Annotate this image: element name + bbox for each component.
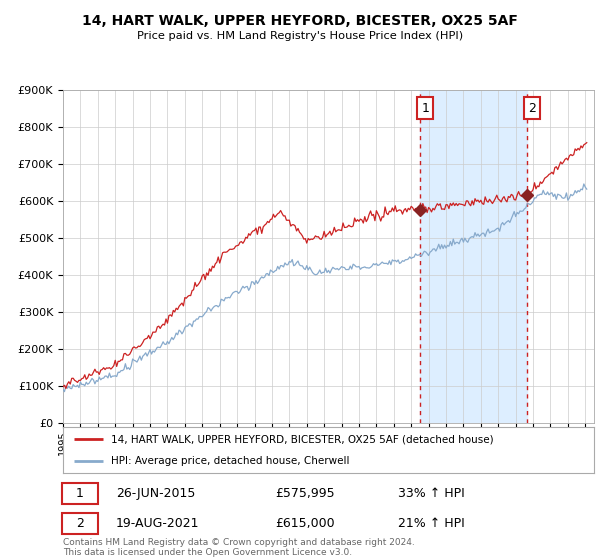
FancyBboxPatch shape xyxy=(62,514,98,534)
Text: 33% ↑ HPI: 33% ↑ HPI xyxy=(398,487,464,500)
Text: 19-AUG-2021: 19-AUG-2021 xyxy=(116,517,200,530)
Text: Contains HM Land Registry data © Crown copyright and database right 2024.
This d: Contains HM Land Registry data © Crown c… xyxy=(63,538,415,557)
Text: 1: 1 xyxy=(76,487,84,500)
Text: 21% ↑ HPI: 21% ↑ HPI xyxy=(398,517,464,530)
Text: 14, HART WALK, UPPER HEYFORD, BICESTER, OX25 5AF (detached house): 14, HART WALK, UPPER HEYFORD, BICESTER, … xyxy=(111,434,493,444)
Text: 2: 2 xyxy=(528,101,536,115)
Bar xyxy=(420,90,527,423)
FancyBboxPatch shape xyxy=(62,483,98,503)
Text: 2: 2 xyxy=(76,517,84,530)
Text: £575,995: £575,995 xyxy=(275,487,335,500)
Text: HPI: Average price, detached house, Cherwell: HPI: Average price, detached house, Cher… xyxy=(111,456,349,466)
Text: 1: 1 xyxy=(421,101,429,115)
Text: £615,000: £615,000 xyxy=(275,517,335,530)
Text: 26-JUN-2015: 26-JUN-2015 xyxy=(116,487,196,500)
Text: 14, HART WALK, UPPER HEYFORD, BICESTER, OX25 5AF: 14, HART WALK, UPPER HEYFORD, BICESTER, … xyxy=(82,14,518,28)
Text: Price paid vs. HM Land Registry's House Price Index (HPI): Price paid vs. HM Land Registry's House … xyxy=(137,31,463,41)
